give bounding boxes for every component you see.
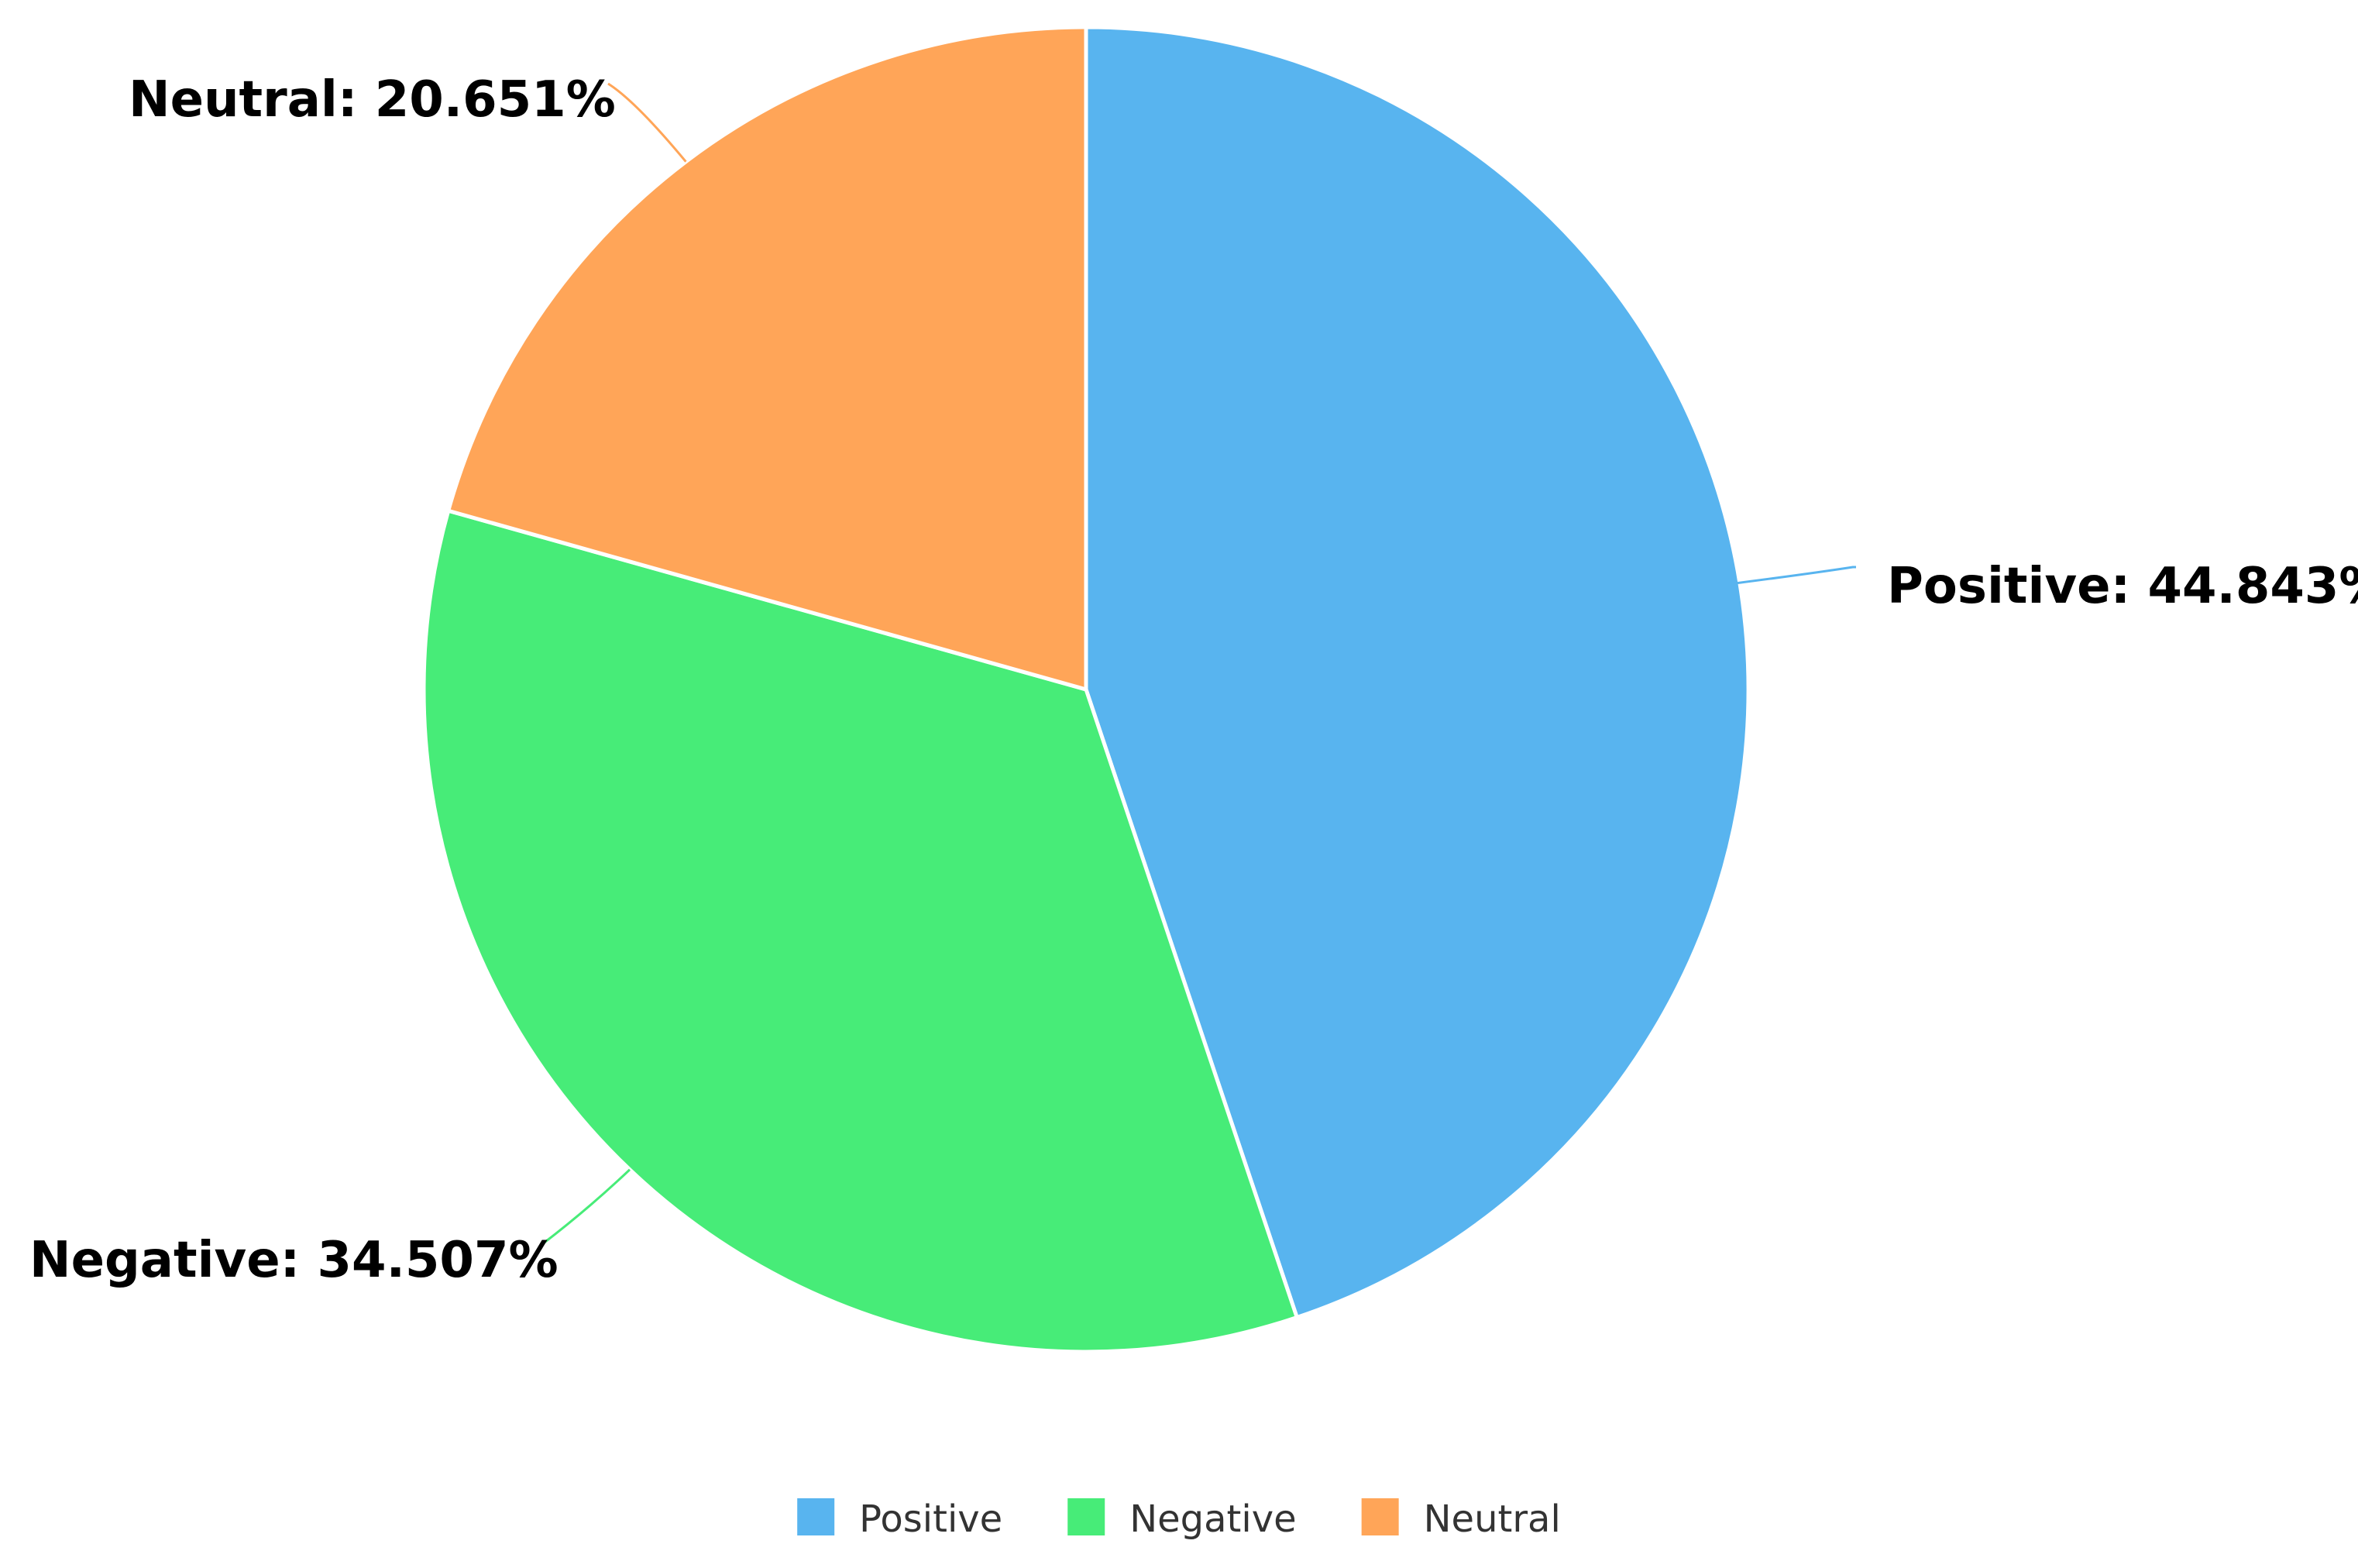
pie-slices bbox=[421, 25, 1751, 1354]
legend-swatch-positive bbox=[797, 1498, 835, 1535]
connector-positive bbox=[1736, 566, 1856, 585]
pie-slice-negative[interactable] bbox=[421, 508, 1299, 1354]
legend-label-positive: Positive bbox=[859, 1498, 1002, 1541]
legend-item-negative[interactable]: Negative bbox=[1067, 1498, 1297, 1541]
pie-slice-neutral[interactable] bbox=[446, 25, 1088, 692]
legend-label-negative: Negative bbox=[1129, 1498, 1296, 1541]
label-connectors bbox=[541, 82, 1856, 1246]
data-label-neutral: Neutral: 20.651% bbox=[129, 71, 616, 129]
data-label-positive: Positive: 44.843% bbox=[1887, 558, 2358, 615]
legend: Positive Negative Neutral bbox=[797, 1498, 1561, 1541]
legend-swatch-neutral bbox=[1361, 1498, 1399, 1535]
data-labels: Positive: 44.843% Negative: 34.507% Neutra… bbox=[29, 71, 2358, 1289]
legend-label-neutral: Neutral bbox=[1424, 1498, 1561, 1541]
connector-neutral bbox=[607, 82, 687, 163]
legend-swatch-negative bbox=[1067, 1498, 1105, 1535]
legend-item-neutral[interactable]: Neutral bbox=[1361, 1498, 1561, 1541]
legend-item-positive[interactable]: Positive bbox=[797, 1498, 1002, 1541]
connector-negative bbox=[541, 1168, 631, 1246]
data-label-negative: Negative: 34.507% bbox=[29, 1232, 559, 1289]
